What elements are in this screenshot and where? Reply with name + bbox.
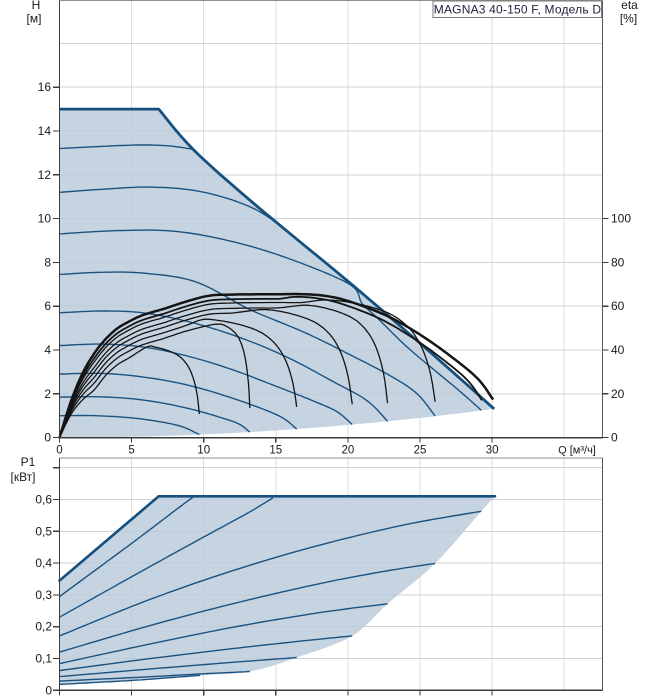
svg-text:0: 0 <box>611 431 618 445</box>
svg-text:2: 2 <box>44 387 51 401</box>
svg-text:100: 100 <box>611 212 631 226</box>
svg-text:30: 30 <box>486 445 499 457</box>
svg-text:15: 15 <box>269 445 282 457</box>
svg-text:[кВт]: [кВт] <box>10 470 35 484</box>
svg-text:14: 14 <box>38 124 52 138</box>
svg-text:20: 20 <box>342 445 355 457</box>
svg-text:6: 6 <box>44 299 51 313</box>
svg-text:0,5: 0,5 <box>35 524 52 538</box>
svg-text:25: 25 <box>414 445 427 457</box>
svg-text:0,4: 0,4 <box>35 556 52 570</box>
svg-text:12: 12 <box>38 168 52 182</box>
svg-text:80: 80 <box>611 255 625 269</box>
svg-text:5: 5 <box>128 445 134 457</box>
svg-text:[м]: [м] <box>27 12 42 26</box>
svg-text:P1: P1 <box>21 455 36 469</box>
svg-text:8: 8 <box>44 255 51 269</box>
svg-text:Q [м³/ч]: Q [м³/ч] <box>558 445 596 457</box>
svg-text:0: 0 <box>44 431 51 445</box>
svg-text:10: 10 <box>197 445 210 457</box>
svg-text:60: 60 <box>611 299 625 313</box>
svg-text:0,2: 0,2 <box>35 620 52 634</box>
svg-text:MAGNA3 40-150 F, Модель D: MAGNA3 40-150 F, Модель D <box>434 3 602 17</box>
svg-text:0: 0 <box>56 445 62 457</box>
svg-text:0,1: 0,1 <box>35 652 52 666</box>
svg-text:40: 40 <box>611 343 625 357</box>
svg-text:20: 20 <box>611 387 625 401</box>
svg-text:0,6: 0,6 <box>35 493 52 507</box>
svg-text:H: H <box>32 0 41 12</box>
svg-text:0,3: 0,3 <box>35 588 52 602</box>
svg-text:16: 16 <box>38 80 52 94</box>
svg-text:0: 0 <box>45 683 52 697</box>
svg-text:eta: eta <box>621 0 638 12</box>
svg-text:4: 4 <box>44 343 51 357</box>
svg-text:10: 10 <box>38 212 52 226</box>
svg-text:[%]: [%] <box>620 12 637 26</box>
